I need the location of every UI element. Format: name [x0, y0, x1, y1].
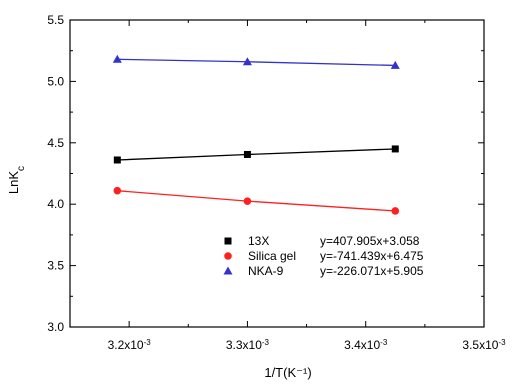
y-tick-label: 5.0	[47, 74, 64, 88]
y-tick-label: 3.5	[47, 259, 64, 273]
data-point-2-1	[242, 57, 252, 66]
legend-marker-2	[223, 266, 233, 275]
y-tick-label: 4.5	[47, 136, 64, 150]
x-axis-label: 1/T(K⁻¹)	[264, 365, 311, 380]
legend-equation-1: y=-741.439x+6.475	[320, 249, 424, 263]
fit-lines-layer	[117, 58, 396, 212]
y-tick-label: 4.0	[47, 197, 64, 211]
x-tick-label: 3.2x10-3	[108, 338, 152, 353]
data-point-1-1	[243, 197, 252, 205]
legend: 13X y=407.905x+3.058 Silica gel y=-741.439x…	[223, 234, 424, 278]
fit-line-0	[117, 148, 396, 161]
legend-name-1: Silica gel	[248, 249, 296, 263]
legend-name-0: 13X	[248, 234, 269, 248]
fit-line-1	[117, 190, 396, 212]
fit-line-2	[117, 58, 396, 67]
ticks-layer: 3.0 3.5 4.0 4.5 5.0 5.5 3.2x10-3 3.3x10-3 3.4x10…	[47, 13, 506, 352]
legend-equation-2: y=-226.071x+5.905	[320, 264, 424, 278]
legend-marker-0	[224, 237, 232, 245]
y-tick-label: 3.0	[47, 320, 64, 334]
y-axis-label: LnKc	[6, 166, 27, 194]
legend-marker-1	[224, 252, 232, 260]
legend-equation-0: y=407.905x+3.058	[320, 234, 420, 248]
data-point-1-2	[391, 207, 400, 215]
x-tick-label: 3.5x10-3	[462, 338, 506, 353]
markers-layer	[112, 54, 400, 215]
y-axis-label-subscript: c	[16, 166, 27, 171]
plot-frame	[69, 19, 485, 328]
y-tick-label: 5.5	[47, 13, 64, 27]
data-point-1-0	[113, 186, 122, 195]
x-tick-label: 3.3x10-3	[226, 338, 270, 353]
data-point-0-2	[391, 145, 399, 153]
data-point-2-0	[112, 54, 122, 63]
legend-name-2: NKA-9	[248, 264, 284, 278]
data-point-0-1	[243, 150, 251, 158]
data-point-0-0	[113, 156, 121, 164]
data-point-2-2	[390, 60, 400, 69]
x-tick-label: 3.4x10-3	[344, 338, 388, 353]
